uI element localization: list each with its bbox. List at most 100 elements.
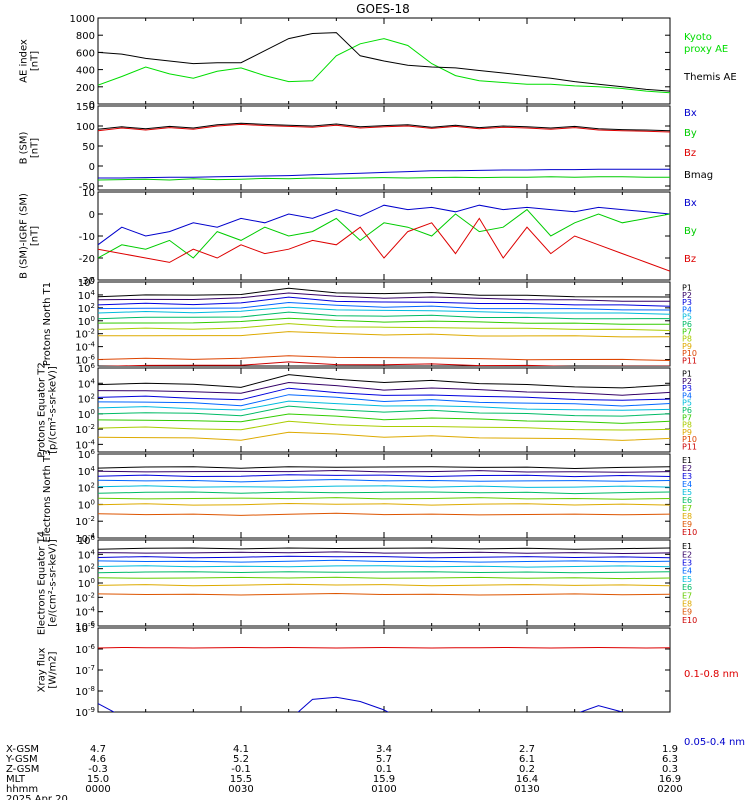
channel-line-e3 (98, 474, 670, 478)
channel-line-p10 (98, 355, 670, 361)
y-tick-label: 106 (78, 448, 96, 461)
ephemeris-row-label: Y-GSM (5, 754, 38, 765)
channel-label-p6: P6 (682, 406, 692, 415)
ephemeris-value: 16.4 (516, 774, 538, 785)
channel-label-e2: E2 (682, 550, 692, 559)
plot-area (98, 204, 670, 272)
channel-line-e5 (98, 565, 670, 568)
y-tick-label: 10-2 (75, 515, 95, 528)
channel-label-e10: E10 (682, 616, 697, 625)
ephemeris-value: 15.9 (373, 774, 395, 785)
channel-label-p8: P8 (682, 335, 692, 344)
y-tick-label: 106 (78, 362, 96, 375)
y-tick-label: 102 (78, 393, 95, 406)
panel-1: AE index[nT] 1000 800 600 400 200 0 Kyotoproxy … (19, 14, 737, 111)
y-axis-label: Protons Equator T2[p/(cm²-s-sr-keV)] (37, 362, 59, 458)
y-tick-label: 0 (89, 210, 95, 221)
y-axis-label: AE index[nT] (19, 39, 41, 83)
legend-label: 0.05-0.4 nm (684, 737, 745, 748)
plot-area (98, 122, 670, 181)
y-tick-label: 150 (76, 102, 95, 113)
y-tick-label: 10-4 (75, 532, 95, 545)
channel-label-e5: E5 (682, 575, 692, 584)
plot-area (98, 466, 670, 556)
ephemeris-value: 3.4 (376, 744, 392, 755)
series-line-0-05-0-4-nm (98, 696, 624, 712)
series-line-0-1-0-8-nm (98, 646, 670, 649)
ephemeris-value: 6.1 (519, 754, 535, 765)
y-tick-label: 10-2 (75, 328, 95, 341)
channel-label-e6: E6 (682, 496, 692, 505)
y-axis-label: Protons North T1 (42, 282, 53, 366)
y-tick-label: 104 (78, 465, 96, 478)
y-axis-label: B (SM)[nT] (19, 131, 41, 164)
ephemeris-row-label: hhmm (6, 784, 38, 795)
series-line-themis-ae (98, 32, 670, 92)
legend-label: Kyoto (684, 32, 712, 43)
channel-label-e7: E7 (682, 504, 692, 513)
legend-label: Bz (684, 148, 696, 159)
channel-label-p9: P9 (682, 428, 692, 437)
ephemeris-value: 0000 (85, 784, 110, 795)
ephemeris-value: 1.9 (662, 744, 678, 755)
plot-area (98, 646, 670, 712)
y-axis-label: B (SM)-IGRF (SM)[nT] (19, 193, 41, 279)
y-tick-label: 100 (78, 498, 95, 511)
y-tick-label: 106 (78, 276, 96, 289)
panel-frame (97, 627, 671, 713)
panel-6: Electrons North T3 106 104 102 100 10-2 10-4 E1… (42, 448, 697, 556)
channel-line-p6 (98, 311, 670, 320)
ephemeris-value: 2.7 (519, 744, 535, 755)
channel-line-p7 (98, 413, 670, 424)
ephemeris-value: -0.3 (88, 764, 108, 775)
y-tick-label: 400 (76, 66, 95, 77)
y-tick-label: 200 (76, 83, 95, 94)
panel-3: B (SM)-IGRF (SM)[nT] 10 0 -10 -20 -30 Bx By Bz (19, 188, 697, 287)
channel-line-e9 (98, 512, 670, 516)
channel-line-e1 (98, 547, 670, 550)
ephemeris-row-label: X-GSM (6, 744, 39, 755)
channel-label-p11: P11 (682, 356, 697, 365)
ephemeris-value: 0.2 (519, 764, 535, 775)
y-tick-label: 100 (78, 577, 95, 590)
y-tick-label: 10-9 (75, 706, 95, 719)
y-tick-label: 102 (78, 302, 95, 315)
channel-line-e1 (98, 466, 670, 470)
y-tick-label: 10-2 (75, 591, 95, 604)
channel-line-p8 (98, 323, 670, 331)
ephemeris-row-label: Z-GSM (6, 764, 39, 775)
y-tick-label: 10-4 (75, 341, 95, 354)
panel-8: Xray flux[W/m2]10-510-610-710-810-90.1-0… (37, 622, 746, 748)
y-tick-label: 104 (78, 289, 96, 302)
panels-group: AE index[nT]10008006004002000Kyotoproxy … (19, 14, 746, 748)
channel-line-p11 (98, 361, 670, 366)
channel-line-e6 (98, 571, 670, 574)
ephemeris-value: 0100 (371, 784, 396, 795)
channel-line-e7 (98, 497, 670, 500)
channel-label-p1: P1 (682, 370, 692, 379)
channel-line-p1 (98, 287, 670, 298)
y-axis-label: Xray flux[W/m2] (37, 648, 59, 693)
plot-area (98, 32, 670, 94)
channel-label-p5: P5 (682, 313, 692, 322)
channel-line-e10 (98, 554, 670, 556)
y-tick-label: 102 (78, 563, 95, 576)
channel-line-e9 (98, 592, 670, 596)
ephemeris-value: 15.5 (230, 774, 252, 785)
channel-line-p2 (98, 381, 670, 396)
channel-label-e1: E1 (682, 542, 692, 551)
ephemeris-value: 0.3 (662, 764, 678, 775)
channel-label-p6: P6 (682, 320, 692, 329)
ephemeris-value: 5.2 (233, 754, 249, 765)
legend-label: 0.1-0.8 nm (684, 669, 739, 680)
y-tick-label: 600 (76, 48, 95, 59)
y-tick-label: 100 (78, 315, 95, 328)
ephemeris-value: 4.6 (90, 754, 106, 765)
y-tick-label: 10-6 (75, 643, 95, 656)
channel-label-p1: P1 (682, 284, 692, 293)
legend-label: Bx (684, 108, 697, 119)
y-tick-label: -30 (79, 276, 95, 287)
channel-label-p10: P10 (682, 349, 697, 358)
